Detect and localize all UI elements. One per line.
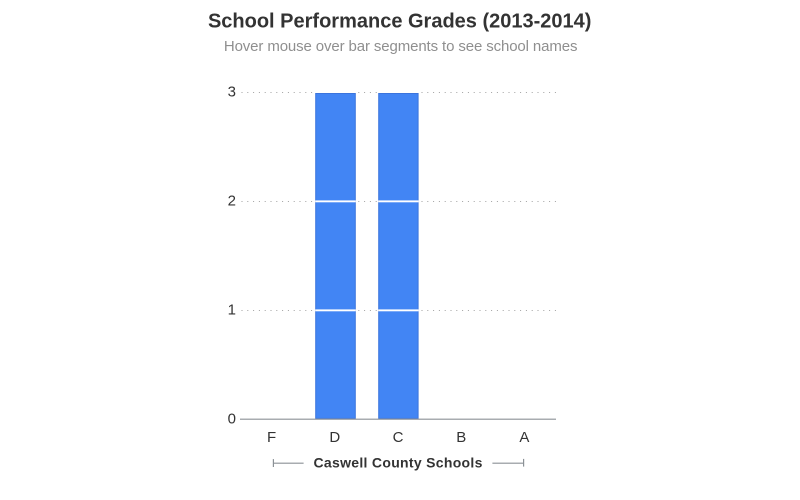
- svg-text:Hover mouse over bar segments: Hover mouse over bar segments to see sch…: [224, 38, 577, 55]
- svg-text:School Performance Grades (201: School Performance Grades (2013-2014): [208, 11, 592, 33]
- svg-text:F: F: [267, 429, 276, 446]
- svg-text:A: A: [519, 429, 529, 446]
- svg-text:3: 3: [228, 84, 236, 101]
- svg-text:Caswell County Schools: Caswell County Schools: [314, 454, 483, 470]
- svg-text:B: B: [456, 429, 466, 446]
- svg-text:0: 0: [228, 410, 236, 427]
- svg-text:2: 2: [228, 193, 236, 210]
- svg-text:D: D: [329, 429, 340, 446]
- svg-text:C: C: [393, 429, 404, 446]
- svg-text:1: 1: [228, 302, 236, 319]
